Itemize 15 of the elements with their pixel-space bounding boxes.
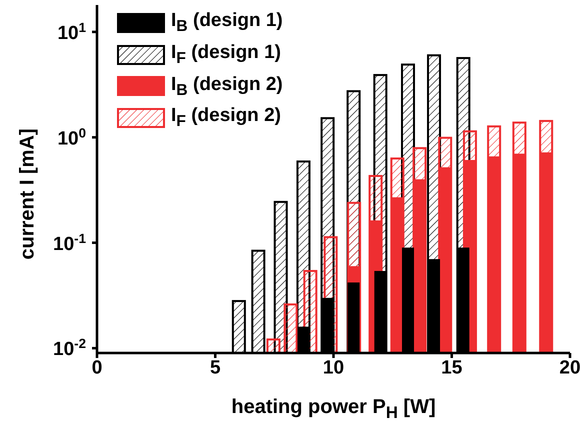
x-tick-label: 0 <box>92 357 102 378</box>
y-tick-label: 10$^{0}$ <box>57 124 86 150</box>
legend-label: I$_{F}$ (design 1) <box>171 42 281 68</box>
x-tick-label: 20 <box>559 357 580 378</box>
y-tick-label: 10$^{1}$ <box>57 19 87 44</box>
legend-label: I$_{B}$ (design 1) <box>171 10 283 36</box>
y-tick-label: 10$^{-2}$ <box>53 336 86 360</box>
legend-label: I$_{F}$ (design 2) <box>171 105 281 132</box>
y-tick-label: 10$^{-1}$ <box>53 230 87 255</box>
x-tick-label: 15 <box>441 357 463 378</box>
legend-label: I$_{B}$ (design 2) <box>171 74 283 100</box>
x-tick-label: 10 <box>322 357 344 378</box>
x-tick-label: 5 <box>210 357 221 378</box>
y-axis-title: current I [mA] <box>16 128 40 260</box>
x-axis-title: heating power P$_{H}$ [W] <box>230 396 437 423</box>
